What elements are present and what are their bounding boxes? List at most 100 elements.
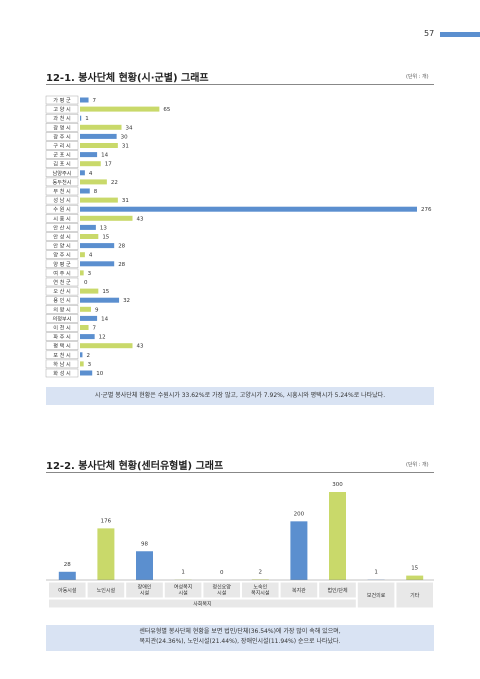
category-label: 안 산 시 [53, 223, 71, 231]
data-label: 34 [126, 125, 133, 131]
bar [80, 106, 160, 112]
data-label: 4 [89, 253, 93, 259]
category-label: 광 주 시 [53, 133, 71, 140]
data-label: 10 [96, 371, 103, 377]
bar [58, 571, 76, 580]
category-label-box [48, 581, 87, 599]
category-label: 정신요양 시설 [212, 584, 231, 597]
data-label: 3 [88, 271, 92, 277]
category-label-box [163, 581, 203, 599]
data-label: 30 [121, 134, 128, 140]
category-label: 여성복지 시설 [174, 584, 192, 597]
data-label: 43 [137, 216, 144, 222]
bar [80, 206, 417, 212]
category-label: 파 주 시 [53, 333, 71, 341]
bar [290, 521, 308, 580]
category-label-box [279, 581, 319, 599]
data-label: 3 [88, 362, 92, 368]
data-label: 7 [93, 98, 97, 104]
data-label: 43 [137, 344, 144, 350]
data-label: 15 [102, 235, 109, 241]
category-label-box [45, 305, 79, 314]
bar [80, 161, 101, 167]
data-label: 300 [332, 482, 343, 488]
category-label-box [45, 95, 79, 105]
data-label: 28 [118, 262, 125, 268]
data-label: 1 [85, 116, 89, 122]
data-label: 31 [122, 198, 129, 204]
bar [80, 288, 99, 294]
section2-summary-line1: 센터유형별 봉사단체 현황을 보면 법인/단체(36.54%)에 가장 많이 속… [139, 628, 341, 635]
bar [80, 224, 96, 230]
category-label-box [45, 132, 79, 141]
data-label: 0 [220, 570, 224, 576]
category-label: 시 흥 시 [53, 214, 71, 222]
category-label: 노숙인 복지시설 [251, 584, 270, 597]
bar [80, 343, 133, 349]
bar [80, 152, 98, 158]
data-label: 9 [95, 307, 99, 313]
section1-summary: 시·군별 봉사단체 현황은 수원시가 33.62%로 가장 많고, 고양시가 7… [46, 387, 434, 405]
page-accent-bar [440, 32, 480, 37]
category-label-box [45, 332, 79, 341]
category-label: 의 왕 시 [53, 305, 71, 313]
category-label: 노인시설 [97, 587, 116, 594]
bar [80, 197, 118, 203]
category-label-box [45, 223, 79, 232]
category-label-box [45, 150, 79, 159]
bar [80, 215, 133, 221]
category-label-box [45, 341, 79, 350]
category-label: 군 포 시 [53, 152, 71, 159]
category-label-box [45, 123, 79, 132]
bar [80, 188, 90, 194]
bar [136, 551, 153, 580]
category-label: 구 리 시 [53, 142, 71, 150]
data-label: 200 [294, 511, 305, 517]
bar [80, 97, 89, 103]
category-label: 연 천 군 [53, 278, 71, 286]
bar [80, 252, 85, 258]
bar [80, 179, 107, 185]
section2-unit: (단위 : 개) [406, 462, 429, 468]
bar [80, 243, 115, 249]
data-label: 7 [93, 326, 97, 332]
category-label-box [356, 581, 396, 609]
bar [80, 170, 85, 176]
group-label: 사회복지 [193, 601, 211, 608]
data-label: 2 [86, 353, 90, 359]
category-label-box [125, 581, 164, 599]
category-label: 화 성 시 [53, 369, 71, 377]
bar [80, 115, 82, 121]
category-label-box [45, 168, 79, 178]
category-label-box [45, 204, 79, 214]
data-label: 22 [111, 180, 118, 186]
category-label-box [45, 195, 79, 205]
category-label: 양 주 시 [53, 251, 71, 259]
category-label-box [45, 268, 79, 278]
category-label-box [45, 141, 79, 150]
bar [406, 575, 424, 580]
category-label-box [86, 581, 126, 599]
bar [80, 315, 98, 321]
section2-rule [46, 472, 434, 473]
bar [80, 334, 95, 340]
data-label: 32 [123, 298, 130, 304]
bar [80, 325, 89, 330]
data-label: 1 [374, 570, 378, 576]
data-label: 8 [94, 189, 98, 195]
category-label: 안 성 시 [53, 233, 71, 241]
category-label: 평 택 시 [53, 343, 71, 350]
category-label-box [395, 581, 434, 609]
data-label: 2 [259, 569, 263, 575]
data-label: 28 [64, 562, 71, 568]
bar [80, 297, 120, 303]
category-label: 여 주 시 [53, 269, 71, 277]
category-label: 아동시설 [58, 587, 77, 594]
category-label-box [45, 177, 79, 187]
section1-title: 12-1. 봉사단체 현황(시·군별) 그래프 [46, 73, 209, 84]
bar [80, 261, 115, 267]
category-label: 용 인 시 [53, 297, 71, 304]
category-label-box [45, 104, 79, 114]
category-label: 하 남 시 [53, 360, 71, 368]
bar [80, 361, 84, 367]
